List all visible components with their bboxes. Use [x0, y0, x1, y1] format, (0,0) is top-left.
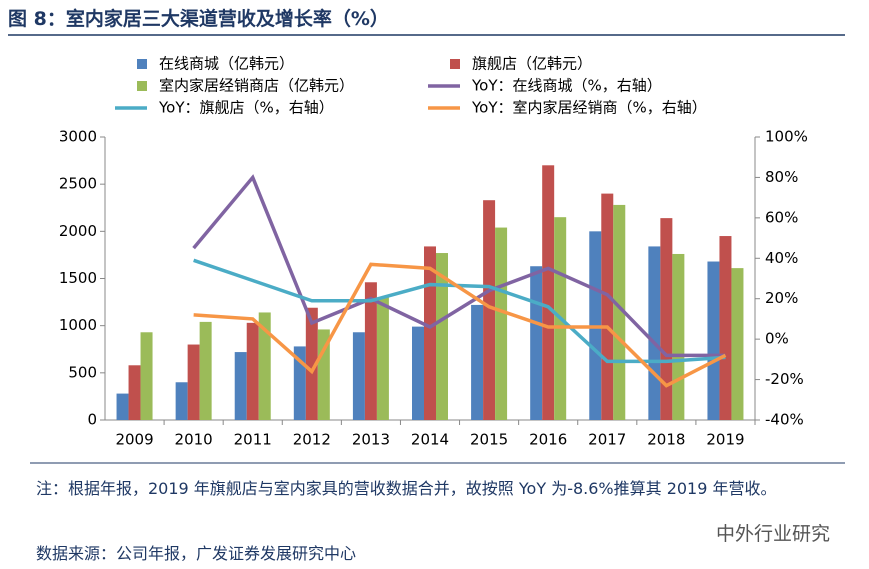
bar — [601, 193, 614, 420]
bar — [175, 382, 188, 420]
x-tick-label: 2009 — [115, 431, 153, 449]
y-tick-label: 1000 — [59, 316, 97, 334]
legend-swatch — [450, 59, 460, 69]
bar — [116, 393, 129, 420]
bar — [364, 282, 377, 420]
legend-label: YoY：在线商城（%，右轴） — [471, 77, 662, 95]
line — [193, 262, 727, 388]
bar — [613, 204, 626, 420]
y2-tick-label: 60% — [765, 208, 798, 226]
y2-tick-label: 100% — [765, 128, 808, 146]
y-tick-label: 1500 — [59, 269, 97, 287]
x-tick-label: 2015 — [470, 431, 508, 449]
legend-label: YoY：室内家居经销商（%，右轴） — [471, 99, 707, 117]
x-tick-label: 2017 — [588, 431, 626, 449]
bar — [140, 332, 153, 420]
legend-label: 旗舰店（亿韩元） — [472, 55, 592, 73]
bar — [424, 246, 436, 420]
note: 注：根据年报，2019 年旗舰店与室内家具的营收数据合并，故按照 YoY 为-8… — [36, 479, 777, 498]
y2-tick-label: 20% — [765, 289, 798, 307]
bar — [542, 165, 555, 420]
x-tick-label: 2014 — [411, 431, 449, 449]
x-tick-label: 2019 — [706, 431, 744, 449]
legend-label: YoY：旗舰店（%，右轴） — [158, 99, 334, 117]
legend-label: 室内家居经销商店（亿韩元） — [159, 77, 354, 95]
bar — [660, 218, 673, 420]
page-title: 图 8：室内家居三大渠道营收及增长率（%） — [8, 8, 389, 30]
y-tick-label: 2500 — [59, 175, 97, 193]
bar — [258, 312, 271, 420]
bar — [471, 304, 484, 420]
bar — [707, 261, 720, 420]
bar — [234, 352, 247, 420]
bar — [376, 297, 389, 420]
y2-tick-label: 0% — [765, 330, 789, 348]
bar — [483, 200, 496, 420]
bar — [128, 365, 141, 420]
legend-swatch — [137, 59, 147, 69]
bar — [352, 332, 365, 420]
x-tick-label: 2010 — [175, 431, 213, 449]
x-tick-label: 2013 — [352, 431, 390, 449]
watermark: 中外行业研究 — [716, 523, 831, 545]
x-tick-label: 2011 — [234, 431, 272, 449]
bar — [719, 236, 732, 420]
y-tick-label: 500 — [68, 363, 97, 381]
bar — [412, 326, 424, 420]
x-tick-label: 2018 — [647, 431, 685, 449]
y-tick-label: 2000 — [59, 222, 97, 240]
x-tick-label: 2016 — [529, 431, 567, 449]
y2-tick-label: 40% — [765, 249, 798, 267]
bar — [672, 253, 685, 420]
bar — [731, 268, 744, 420]
bar — [199, 321, 212, 420]
y2-tick-label: -40% — [765, 411, 804, 429]
bar — [648, 246, 661, 420]
legend-label: 在线商城（亿韩元） — [159, 55, 294, 73]
bar — [305, 307, 318, 420]
bar — [530, 266, 543, 420]
bar — [246, 322, 259, 420]
legend-swatch — [137, 81, 147, 91]
source: 数据来源：公司年报，广发证券发展研究中心 — [36, 544, 357, 563]
bar — [436, 253, 448, 420]
x-tick-label: 2012 — [293, 431, 331, 449]
y2-tick-label: -20% — [765, 370, 804, 388]
y2-tick-label: 80% — [765, 168, 798, 186]
line — [192, 174, 726, 358]
bar — [187, 344, 200, 420]
y-tick-label: 0 — [87, 411, 97, 429]
bar — [495, 227, 508, 420]
y-tick-label: 3000 — [59, 128, 97, 146]
